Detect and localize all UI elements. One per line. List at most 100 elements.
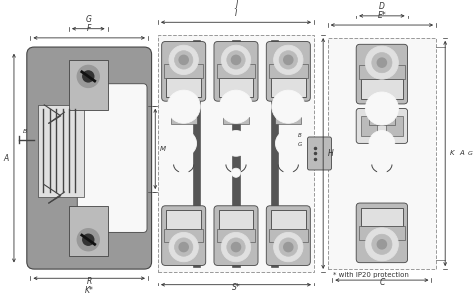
Circle shape (369, 131, 395, 156)
Bar (361, 208, 403, 226)
Bar (275, 117, 301, 124)
FancyBboxPatch shape (356, 44, 408, 104)
Bar (328, 38, 436, 269)
Circle shape (221, 232, 251, 262)
Text: G: G (298, 142, 302, 147)
Circle shape (77, 65, 99, 87)
Circle shape (227, 51, 245, 69)
Circle shape (174, 238, 193, 256)
Text: B: B (298, 133, 302, 138)
Bar (158, 35, 314, 272)
Text: A: A (459, 151, 464, 156)
Circle shape (223, 131, 249, 156)
FancyBboxPatch shape (77, 84, 147, 232)
Circle shape (167, 90, 200, 123)
Bar (232, 40, 240, 267)
Bar (164, 229, 203, 243)
Circle shape (377, 240, 386, 249)
Circle shape (169, 232, 199, 262)
Circle shape (273, 232, 303, 262)
Circle shape (372, 53, 392, 73)
Circle shape (179, 168, 188, 177)
Text: A: A (3, 153, 9, 163)
Circle shape (83, 234, 94, 245)
Bar (171, 117, 197, 124)
Bar (369, 118, 395, 125)
Text: G: G (468, 151, 473, 156)
Circle shape (221, 45, 251, 75)
FancyBboxPatch shape (162, 41, 206, 101)
Circle shape (179, 243, 188, 252)
Text: S*: S* (232, 283, 240, 292)
Text: R: R (87, 277, 92, 285)
Circle shape (284, 168, 293, 177)
Bar (193, 40, 200, 267)
Text: C: C (379, 278, 384, 288)
Bar (361, 116, 377, 136)
Bar (69, 60, 108, 110)
Circle shape (377, 58, 386, 67)
Bar (158, 35, 314, 272)
FancyBboxPatch shape (356, 108, 408, 143)
Bar (217, 64, 255, 78)
Bar (38, 105, 84, 197)
FancyBboxPatch shape (266, 41, 310, 101)
Text: I: I (235, 9, 237, 18)
Circle shape (179, 55, 188, 64)
Bar (328, 38, 436, 269)
FancyBboxPatch shape (162, 206, 206, 265)
FancyBboxPatch shape (308, 137, 331, 170)
Text: B: B (23, 129, 27, 134)
Circle shape (169, 45, 199, 75)
Bar (359, 226, 405, 240)
Circle shape (171, 131, 197, 156)
Circle shape (83, 71, 94, 82)
Bar (269, 64, 308, 78)
Bar (361, 79, 403, 99)
FancyBboxPatch shape (214, 41, 258, 101)
Circle shape (174, 51, 193, 69)
Bar (219, 211, 254, 229)
Text: K: K (450, 151, 455, 156)
Circle shape (219, 90, 253, 123)
Circle shape (279, 238, 298, 256)
Bar (223, 117, 249, 124)
FancyBboxPatch shape (356, 203, 408, 263)
Text: K*: K* (85, 286, 94, 294)
Bar (166, 211, 201, 229)
Text: F: F (87, 24, 91, 33)
Bar (271, 78, 306, 97)
Bar (359, 65, 405, 79)
Text: J: J (235, 0, 237, 9)
Text: M: M (160, 146, 166, 152)
Circle shape (284, 243, 293, 252)
Circle shape (372, 234, 392, 254)
Text: * with IP20 protection: * with IP20 protection (333, 272, 409, 278)
Circle shape (365, 228, 399, 261)
Bar (271, 40, 278, 267)
Text: G: G (85, 15, 91, 24)
Text: E*: E* (377, 11, 386, 21)
Bar (164, 64, 203, 78)
Bar (219, 78, 254, 97)
Bar (217, 229, 255, 243)
Circle shape (377, 168, 386, 177)
Circle shape (77, 229, 99, 251)
Bar (166, 78, 201, 97)
Bar (271, 211, 306, 229)
Bar (269, 229, 308, 243)
Circle shape (279, 51, 298, 69)
Circle shape (231, 243, 241, 252)
Text: H: H (328, 149, 334, 158)
Circle shape (284, 55, 293, 64)
Bar (69, 206, 108, 256)
FancyBboxPatch shape (214, 206, 258, 265)
Circle shape (231, 168, 241, 177)
FancyBboxPatch shape (266, 206, 310, 265)
Circle shape (365, 92, 399, 125)
Circle shape (273, 45, 303, 75)
Bar (30, 51, 148, 265)
Circle shape (365, 46, 399, 79)
Circle shape (275, 131, 301, 156)
Circle shape (272, 90, 305, 123)
